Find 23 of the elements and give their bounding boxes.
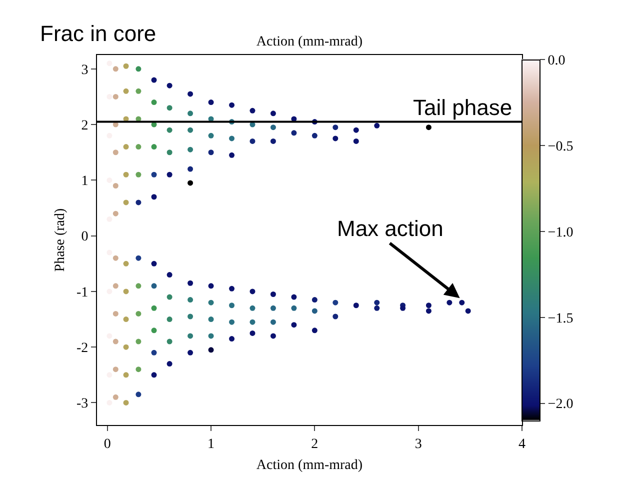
- annotation: Max action: [337, 216, 444, 241]
- ref-line-label: Tail phase: [413, 95, 512, 120]
- x-tick-label: 2: [311, 436, 318, 452]
- color-bar-label: −1.5: [548, 311, 574, 326]
- y-tick-label: 0: [81, 230, 88, 245]
- y-tick-label: -3: [76, 396, 88, 412]
- y-axis-title: Phase (rad): [53, 208, 68, 272]
- y-tick-label: 1: [81, 174, 88, 190]
- y-tick-label: -2: [76, 341, 88, 356]
- x-axis-title: Action (mm-mrad): [256, 458, 363, 474]
- color-bar-label: −0.5: [548, 139, 574, 154]
- color-bar-label: −2.0: [548, 397, 574, 412]
- x-tick-label: 1: [208, 436, 215, 452]
- y-tick-label: 2: [81, 118, 88, 134]
- y-tick-label: 3: [81, 62, 88, 78]
- x2-axis-title: Action (mm-mrad): [256, 34, 363, 50]
- color-bar-label: 0.0: [548, 53, 566, 68]
- y-tick-label: -1: [76, 285, 88, 300]
- x-tick-label: 0: [104, 436, 111, 452]
- x-tick-label: 4: [518, 436, 526, 452]
- color-bar-title: Frac in core: [40, 21, 156, 46]
- color-bar-label: −1.0: [548, 225, 574, 240]
- x-tick-label: 3: [414, 436, 422, 452]
